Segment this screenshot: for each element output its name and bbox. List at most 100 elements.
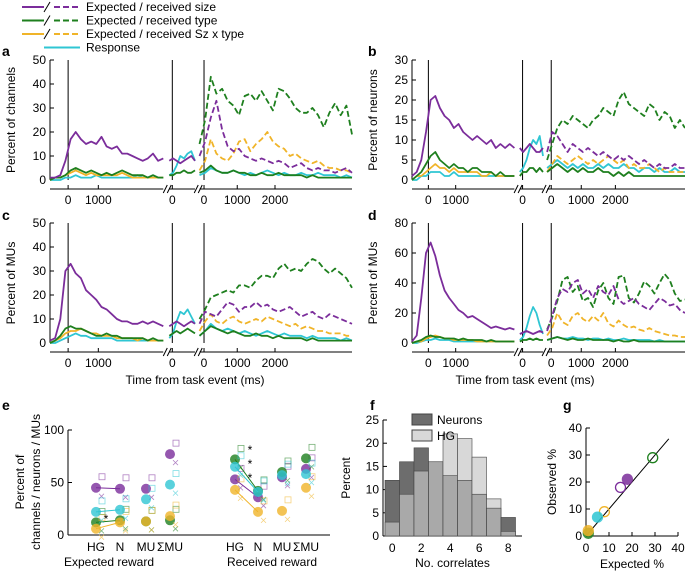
series-response-resp	[519, 306, 544, 341]
x-axis-label: Expected %	[600, 557, 664, 571]
x-tick-label: 1000	[85, 193, 112, 207]
series-type-received	[546, 91, 685, 161]
y-tick-label: 30	[395, 53, 409, 67]
expected-reward-label: Expected reward	[64, 555, 154, 569]
series-response-resp	[168, 150, 196, 176]
marker-cross-sztype	[148, 527, 155, 533]
category-label: N	[116, 540, 125, 554]
point-size	[621, 473, 634, 485]
series-size-received	[546, 131, 685, 169]
panel-label-g: g	[563, 397, 572, 413]
y-tick-label: 80	[395, 216, 409, 230]
y-axis-label: Percent of MUs	[366, 242, 380, 325]
y-axis-label: channels / neurons / MUs	[29, 414, 43, 550]
point-response	[253, 486, 263, 497]
series-sztype-expected	[411, 163, 515, 181]
point-size	[91, 482, 101, 493]
series-type-received	[198, 258, 353, 320]
series-type-received	[546, 163, 685, 177]
histogram-overlap	[442, 475, 458, 537]
marker-square-size	[148, 474, 156, 482]
y-tick-label: 5	[372, 506, 379, 520]
point-size	[115, 483, 125, 494]
marker-cross-response	[260, 497, 267, 504]
x-tick-label: 1000	[85, 356, 112, 370]
legend-neurons-label: Neurons	[437, 413, 482, 427]
series-type-resp	[519, 337, 543, 343]
marker-square-size	[122, 474, 130, 482]
y-tick-label: 25	[366, 413, 380, 427]
x-tick-label: 0	[201, 193, 208, 207]
significance-star: *	[248, 443, 253, 457]
panel-label-f: f	[370, 397, 375, 413]
x-tick-label: 1000	[224, 193, 251, 207]
panel-a-chart: 0 10 20 30 40 50 Percent of channels 0 1000 0 0 100…	[4, 53, 353, 207]
series-response-received	[198, 322, 353, 342]
y-tick-label: 0	[575, 529, 582, 543]
legend-label-type: Expected / received type	[86, 14, 218, 28]
series-size-resp	[168, 155, 196, 165]
marker-square-size	[172, 439, 180, 447]
x-tick-label: 8	[505, 541, 512, 555]
point-response	[115, 504, 125, 515]
y-axis-label: Percent of MUs	[4, 242, 18, 325]
marker-cross-sztype	[122, 528, 129, 534]
y-tick-label: 0	[39, 336, 46, 350]
marker-cross-response	[308, 479, 315, 486]
x-tick-label: 0	[65, 193, 72, 207]
x-tick-label: 0	[425, 356, 432, 370]
marker-cross-sztype	[260, 517, 267, 524]
category-label: MU	[273, 540, 292, 554]
point-sztype	[115, 517, 125, 528]
y-tick-label: 0	[401, 173, 408, 187]
y-axis-label: Percent of	[13, 454, 27, 509]
series-size-received	[198, 99, 353, 174]
y-tick-label: 20	[366, 436, 380, 450]
panel-f-chart: 0 5 10 15 20 25 Percent 0 2 4 6 8 No. correlates Neur…	[339, 413, 522, 570]
point-sztype	[230, 484, 240, 495]
marker-square-response	[260, 477, 268, 485]
series-sztype-received	[546, 312, 685, 338]
received-reward-label: Received reward	[227, 555, 317, 569]
axis-break	[545, 347, 551, 357]
x-tick-label: 0	[389, 541, 396, 555]
y-tick-label: 40	[395, 276, 409, 290]
series-sztype-received	[198, 313, 352, 337]
category-label: MU	[137, 540, 156, 554]
series-type-received	[546, 336, 685, 343]
x-tick-label: 0	[519, 356, 526, 370]
category-label: HG	[226, 540, 244, 554]
y-tick-label: 40	[33, 240, 47, 254]
marker-cross-type	[308, 464, 315, 470]
series-size-expected	[411, 241, 515, 343]
series-size-resp	[519, 143, 544, 153]
category-label: HG	[87, 540, 105, 554]
marker-square-sztype	[172, 501, 180, 509]
legend-neurons-swatch	[411, 413, 433, 426]
panel-g-chart: 0 10 20 30 40 0 10 20 30 40 Observed % Expected %	[545, 421, 685, 571]
panel-label-d: d	[368, 207, 377, 223]
series-size-expected	[411, 95, 515, 177]
y-axis-label: Percent	[339, 457, 353, 499]
y-tick-label: 15	[395, 113, 409, 127]
y-tick-label: 20	[33, 288, 47, 302]
x-tick-label: 1000	[568, 356, 595, 370]
marker-square-response	[148, 484, 156, 492]
point-response	[277, 470, 287, 481]
marker-square-sztype	[260, 497, 268, 505]
marker-square-response	[284, 460, 292, 468]
series-size-expected	[49, 262, 164, 342]
series-sztype-received	[198, 131, 353, 174]
marker-cross-size	[172, 459, 179, 466]
category-label: N	[254, 540, 263, 554]
axis-break	[197, 347, 203, 357]
x-tick-label: 0	[548, 356, 555, 370]
x-tick-label: 2000	[262, 356, 289, 370]
panel-b-chart: 0 5 10 15 20 25 30 Percent of neurons 0 1000 0 0 100…	[366, 53, 685, 207]
point-sztype	[253, 506, 263, 517]
legend-slash	[43, 28, 51, 40]
axis-break	[193, 184, 199, 194]
x-tick-label: 2000	[262, 193, 289, 207]
marker-square-response	[172, 470, 180, 478]
axis-break	[193, 347, 199, 357]
